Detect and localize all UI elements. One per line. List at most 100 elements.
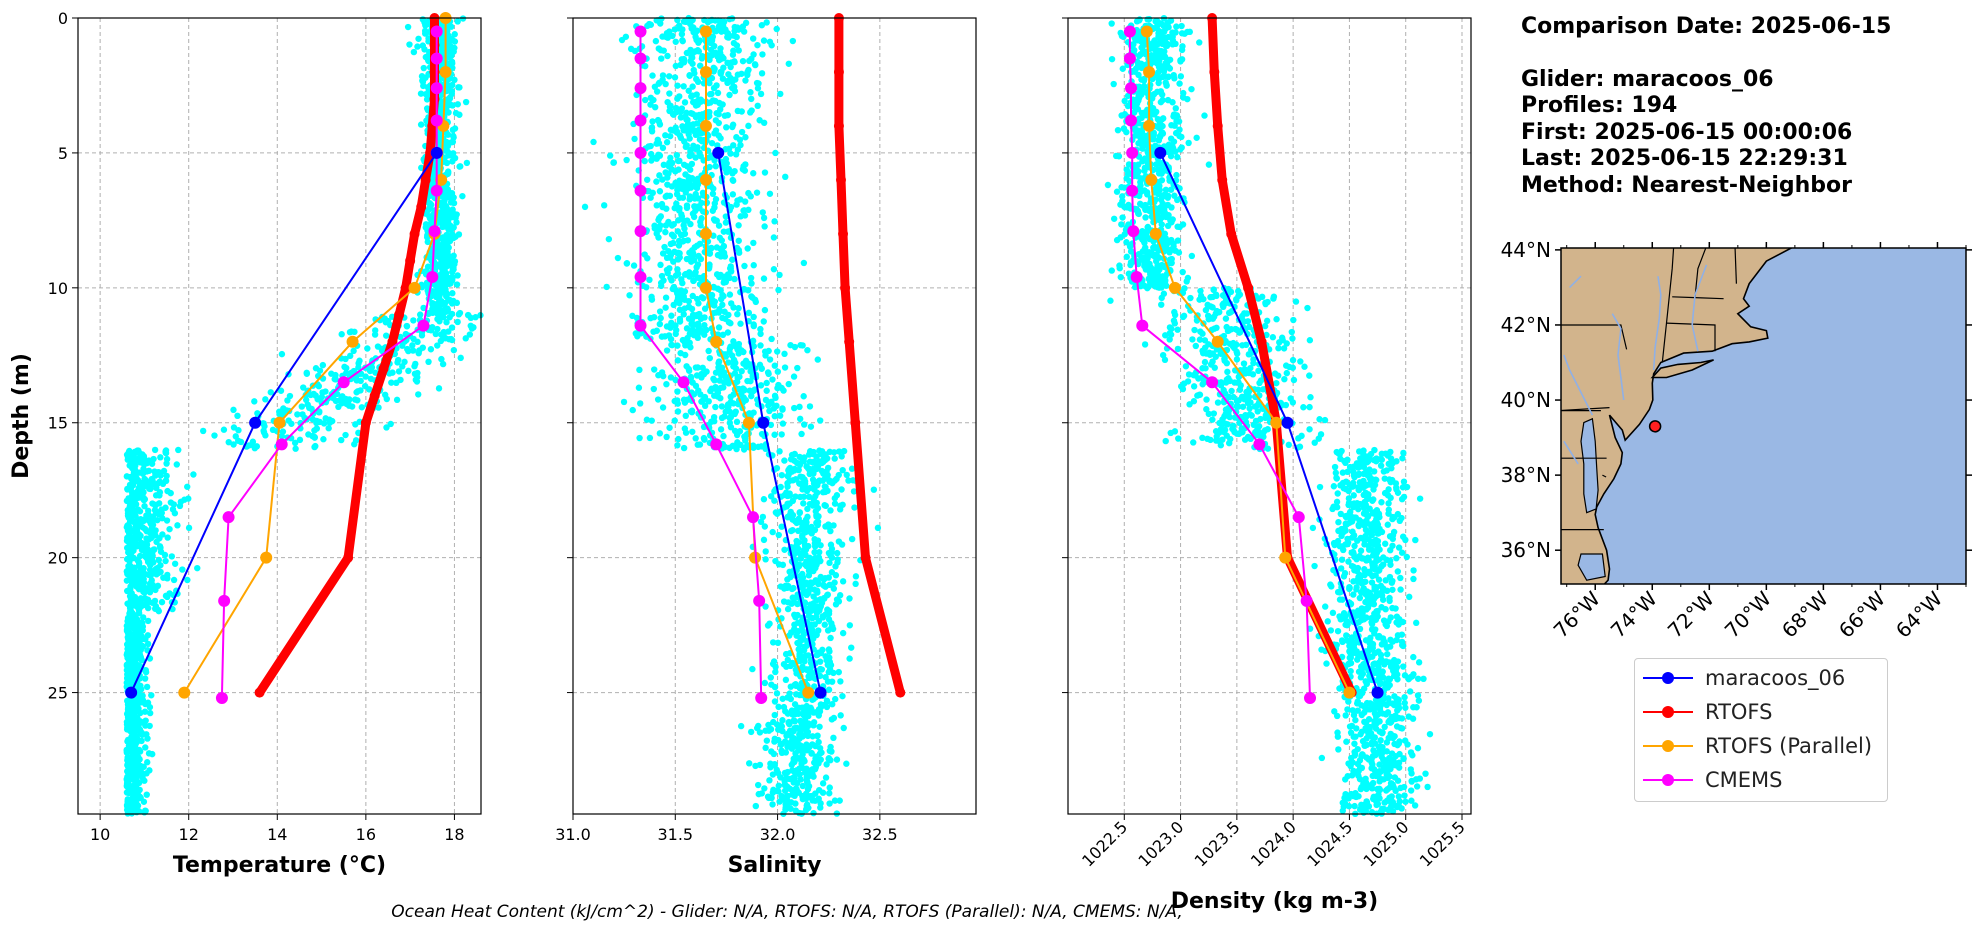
glider-scatter-point	[146, 703, 154, 711]
glider-scatter-point	[795, 640, 802, 647]
glider-scatter-point	[771, 392, 779, 400]
glider-scatter-point	[837, 712, 844, 719]
glider-scatter-point	[717, 426, 725, 433]
glider-scatter-point	[313, 417, 320, 425]
series-point	[742, 416, 755, 429]
glider-scatter-point	[673, 151, 681, 159]
glider-scatter-point	[725, 145, 733, 153]
glider-scatter-point	[149, 477, 156, 485]
glider-scatter-point	[784, 472, 791, 480]
glider-scatter-point	[801, 537, 808, 544]
glider-scatter-point	[840, 447, 848, 455]
glider-scatter-point	[810, 722, 817, 729]
glider-scatter-point	[768, 335, 775, 343]
glider-scatter-point	[814, 356, 821, 363]
glider-scatter-point	[672, 286, 680, 294]
glider-scatter-point	[773, 464, 781, 472]
glider-scatter-point	[456, 111, 463, 118]
glider-scatter-point	[158, 598, 166, 606]
glider-scatter-point	[820, 470, 827, 477]
glider-scatter-point	[333, 390, 341, 398]
glider-scatter-point	[689, 428, 696, 435]
glider-scatter-point	[819, 780, 827, 787]
glider-scatter-point	[802, 551, 809, 558]
glider-scatter-point	[674, 442, 681, 449]
glider-scatter-point	[789, 526, 796, 534]
glider-scatter-point	[234, 437, 242, 444]
glider-scatter-point	[720, 228, 727, 235]
glider-scatter-point	[765, 370, 772, 378]
glider-scatter-point	[779, 561, 787, 569]
glider-scatter-point	[134, 704, 141, 712]
glider-scatter-point	[771, 431, 778, 438]
series-point	[360, 417, 371, 428]
glider-scatter-point	[756, 117, 763, 124]
glider-scatter-point	[143, 683, 151, 691]
glider-scatter-point	[678, 30, 686, 38]
glider-scatter-point	[793, 785, 800, 793]
glider-scatter-point	[735, 249, 743, 256]
glider-scatter-point	[775, 531, 782, 539]
glider-scatter-point	[194, 564, 201, 572]
glider-scatter-point	[760, 318, 767, 325]
glider-scatter-point	[123, 627, 131, 635]
glider-scatter-point	[797, 725, 805, 732]
series-point	[178, 686, 191, 699]
glider-scatter-point	[657, 213, 665, 220]
glider-scatter-point	[676, 177, 683, 184]
glider-scatter-point	[727, 63, 734, 71]
glider-scatter-point	[647, 314, 654, 322]
series-point	[417, 319, 430, 332]
series-point	[430, 146, 443, 159]
glider-scatter-point	[448, 58, 456, 65]
glider-scatter-point	[775, 726, 782, 733]
glider-scatter-point	[410, 48, 418, 56]
glider-scatter-point	[791, 611, 798, 619]
glider-scatter-point	[712, 162, 719, 170]
glider-scatter-point	[798, 623, 806, 630]
glider-scatter-point	[825, 646, 833, 653]
glider-scatter-point	[794, 364, 801, 372]
glider-scatter-point	[792, 710, 800, 717]
glider-scatter-point	[756, 761, 764, 769]
glider-scatter-point	[420, 64, 427, 72]
series-point	[710, 438, 723, 451]
series-point	[215, 691, 228, 704]
glider-scatter-point	[744, 245, 751, 252]
glider-scatter-point	[729, 51, 737, 58]
glider-scatter-point	[787, 805, 794, 812]
glider-scatter-point	[695, 96, 703, 103]
glider-scatter-point	[671, 417, 678, 424]
glider-scatter-point	[646, 20, 653, 28]
glider-scatter-point	[1110, 80, 1117, 88]
glider-scatter-point	[157, 454, 164, 461]
glider-scatter-point	[784, 605, 792, 613]
glider-scatter-point	[763, 737, 771, 744]
glider-scatter-point	[434, 342, 441, 349]
glider-scatter-point	[821, 502, 828, 509]
glider-scatter-point	[442, 277, 449, 285]
glider-scatter-point	[131, 797, 139, 805]
glider-scatter-point	[141, 675, 149, 682]
glider-scatter-point	[162, 557, 169, 565]
glider-scatter-point	[826, 559, 833, 567]
glider-scatter-point	[143, 596, 150, 603]
glider-scatter-point	[143, 468, 150, 475]
glider-scatter-point	[393, 396, 401, 404]
glider-scatter-point	[720, 55, 727, 62]
glider-scatter-point	[687, 373, 695, 381]
glider-scatter-point	[801, 561, 809, 568]
glider-scatter-point	[796, 809, 803, 817]
glider-scatter-point	[134, 523, 141, 530]
glider-scatter-point	[740, 163, 747, 170]
glider-scatter-point	[701, 321, 708, 329]
glider-scatter-point	[721, 308, 728, 315]
series-point	[753, 594, 766, 607]
glider-scatter-point	[711, 204, 718, 211]
glider-scatter-point	[676, 194, 683, 201]
glider-scatter-point	[771, 760, 778, 768]
glider-scatter-point	[679, 336, 687, 344]
series-point	[260, 551, 273, 564]
glider-scatter-point	[726, 291, 734, 298]
glider-scatter-point	[734, 346, 741, 353]
